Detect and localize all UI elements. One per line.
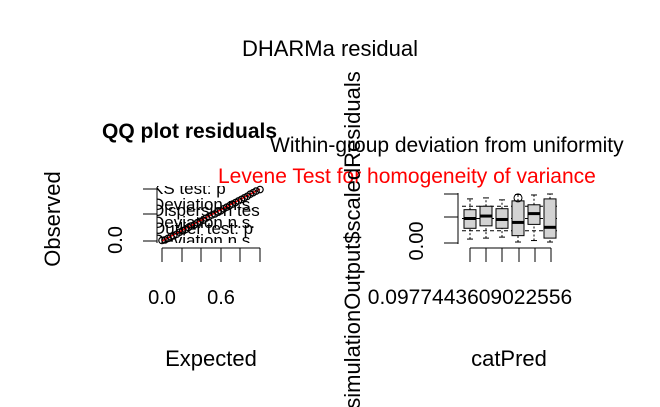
box-x-ticks <box>469 248 552 262</box>
boxplot-panel: Within-group deviation from uniformity L… <box>218 71 624 407</box>
levene-test-subtitle: Levene Test for homogeneity of variance <box>218 165 596 188</box>
qq-panel: QQ plot residuals KS test: p Deviation n… <box>40 120 277 371</box>
box-x-axis-label: catPred <box>471 346 547 371</box>
box-group <box>463 198 477 240</box>
box-body <box>543 198 557 239</box>
qq-x-ticks <box>161 248 261 262</box>
qq-x-tick-label-1: 0.6 <box>207 287 235 309</box>
qq-point <box>256 185 264 194</box>
qq-plot-area <box>158 185 264 245</box>
boxplot-plot-area <box>462 193 558 243</box>
box-group <box>479 197 493 239</box>
qq-x-tick-label-0: 0.0 <box>148 287 176 309</box>
qq-y-tick-label-0: 0.0 <box>105 226 127 254</box>
ks-test-label: KS test: p <box>152 179 226 198</box>
qq-y-axis-label: Observed <box>40 171 65 266</box>
outlier-test-result: Deviation n.s. <box>152 231 255 250</box>
box-group <box>543 193 557 243</box>
box-x-tick-label: 0.0977443609022556 <box>368 286 572 309</box>
box-group <box>527 194 541 242</box>
box-y-tick-label-0: 0.00 <box>406 222 428 261</box>
qq-point <box>252 187 260 195</box>
figure-title: DHARMa residual <box>242 36 418 61</box>
box-group <box>495 199 509 238</box>
qq-plot-title: QQ plot residuals <box>102 120 277 143</box>
box-body <box>511 200 525 237</box>
box-y-axis-label: simulationOutput$scaledResiduals <box>340 71 365 407</box>
box-outlier <box>513 193 523 203</box>
qq-x-axis-label: Expected <box>165 346 257 371</box>
boxplot-title: Within-group deviation from uniformity <box>270 134 624 157</box>
box-group <box>511 193 525 243</box>
